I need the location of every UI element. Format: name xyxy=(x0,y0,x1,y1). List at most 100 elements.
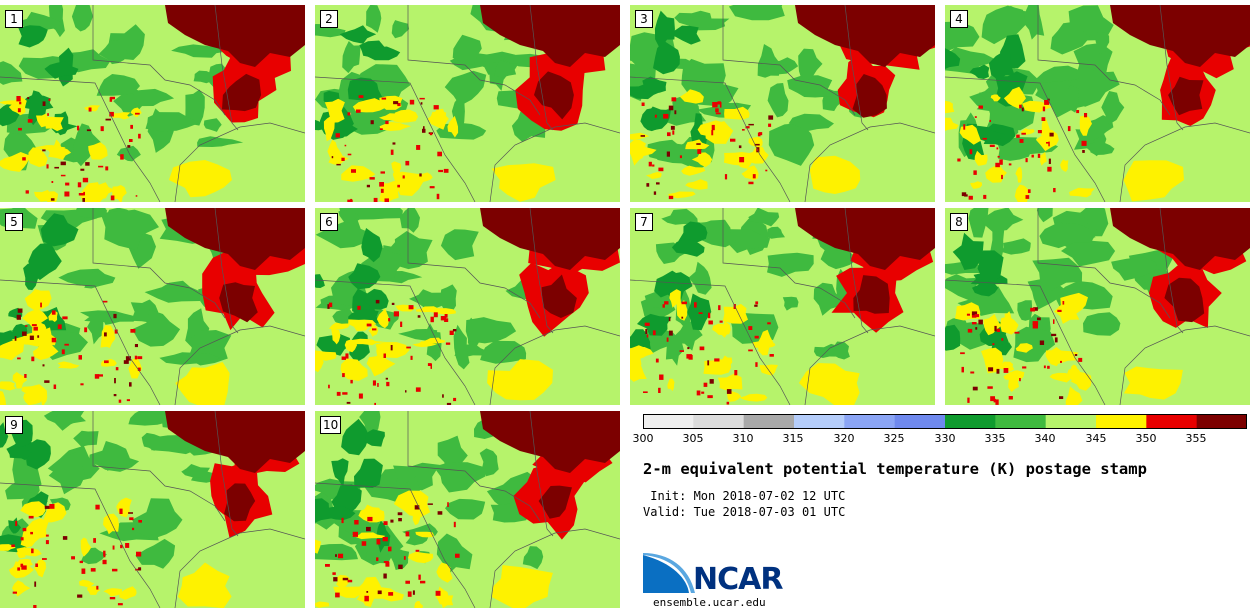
red-speckle xyxy=(345,353,349,359)
red-speckle xyxy=(377,590,382,595)
red-speckle xyxy=(971,311,978,316)
red-speckle xyxy=(668,105,674,111)
red-speckle xyxy=(757,132,761,137)
red-speckle xyxy=(418,574,421,580)
yellow-region xyxy=(79,182,108,202)
red-speckle xyxy=(715,112,721,115)
red-speckle xyxy=(134,355,138,360)
red-speckle xyxy=(341,157,345,161)
red-speckle xyxy=(88,107,92,112)
yellow-region xyxy=(748,136,763,149)
yellow-region xyxy=(128,357,143,379)
red-speckle xyxy=(754,304,758,307)
red-speckle xyxy=(51,181,54,183)
red-speckle xyxy=(25,190,29,194)
red-speckle xyxy=(109,97,113,102)
red-speckle xyxy=(400,321,403,327)
ensemble-member-panel-1: 1 xyxy=(0,5,305,202)
state-boundary xyxy=(722,208,856,319)
red-speckle xyxy=(1051,333,1057,337)
dark-red-region xyxy=(222,73,262,112)
red-speckle xyxy=(1001,174,1003,180)
green-region xyxy=(366,5,382,33)
dark-green-region xyxy=(365,46,401,61)
red-speckle xyxy=(658,167,664,172)
red-speckle xyxy=(103,550,106,556)
red-speckle xyxy=(708,320,713,325)
red-speckle xyxy=(14,336,17,341)
green-region xyxy=(48,452,86,495)
colorbar-bin xyxy=(1096,414,1147,429)
yellow-region xyxy=(16,547,42,557)
theta-e-map xyxy=(0,208,305,405)
red-speckle xyxy=(1043,365,1046,369)
green-region xyxy=(0,61,23,85)
green-region xyxy=(757,44,781,78)
dark-red-region xyxy=(480,208,620,270)
red-speckle xyxy=(674,110,677,115)
dark-green-region xyxy=(671,238,705,257)
red-speckle xyxy=(393,101,399,105)
red-speckle xyxy=(696,390,701,396)
yellow-region xyxy=(360,504,381,519)
coastline xyxy=(489,528,620,608)
dark-red-region xyxy=(1110,5,1250,67)
red-speckle xyxy=(37,335,40,338)
coastline xyxy=(489,122,620,202)
red-speckle xyxy=(83,191,85,196)
red-speckle xyxy=(989,119,991,122)
green-region xyxy=(1022,5,1045,40)
red-speckle xyxy=(77,182,82,188)
red-speckle xyxy=(112,545,115,550)
red-speckle xyxy=(672,130,675,135)
red-speckle xyxy=(126,399,130,402)
red-speckle xyxy=(78,355,82,360)
green-region xyxy=(96,74,140,96)
yellow-region xyxy=(1079,115,1092,136)
green-region xyxy=(687,15,730,31)
red-speckle xyxy=(1008,396,1013,400)
yellow-region xyxy=(681,165,706,176)
state-boundary xyxy=(0,76,161,202)
red-speckle xyxy=(45,534,49,537)
red-speckle xyxy=(81,568,86,574)
yellow-region xyxy=(21,384,47,396)
yellow-region xyxy=(723,152,752,166)
yellow-region xyxy=(630,132,650,140)
yellow-region xyxy=(34,189,54,202)
yellow-region xyxy=(667,378,675,392)
green-region xyxy=(73,430,99,447)
red-speckle xyxy=(719,320,723,323)
yellow-region xyxy=(691,152,713,168)
red-speckle xyxy=(383,573,387,579)
dark-green-region xyxy=(8,517,21,534)
dark-green-region xyxy=(28,243,62,280)
ensemble-member-panel-5: 5 xyxy=(0,208,305,405)
green-region xyxy=(1013,326,1056,363)
green-region xyxy=(193,70,214,84)
yellow-region xyxy=(341,165,376,182)
yellow-region xyxy=(722,303,748,324)
red-speckle xyxy=(408,305,414,310)
state-boundary xyxy=(529,5,554,131)
red-speckle xyxy=(1047,365,1050,369)
green-region xyxy=(1027,272,1068,310)
dark-green-region xyxy=(0,422,9,448)
yellow-region xyxy=(408,551,434,564)
red-speckle xyxy=(93,538,96,543)
dark-red-region xyxy=(852,74,887,118)
green-region xyxy=(661,208,698,225)
dark-green-region xyxy=(945,48,961,69)
green-region xyxy=(1039,222,1095,249)
state-boundary xyxy=(630,279,791,405)
red-speckle xyxy=(974,314,980,318)
yellow-region xyxy=(177,562,232,608)
red-speckle xyxy=(342,577,349,581)
red-speckle xyxy=(999,159,1003,165)
coastline xyxy=(174,122,305,202)
red-speckle xyxy=(370,120,374,125)
red-speckle xyxy=(24,374,27,378)
green-region xyxy=(768,122,815,166)
yellow-region xyxy=(1060,159,1069,172)
red-speckle xyxy=(988,367,994,372)
